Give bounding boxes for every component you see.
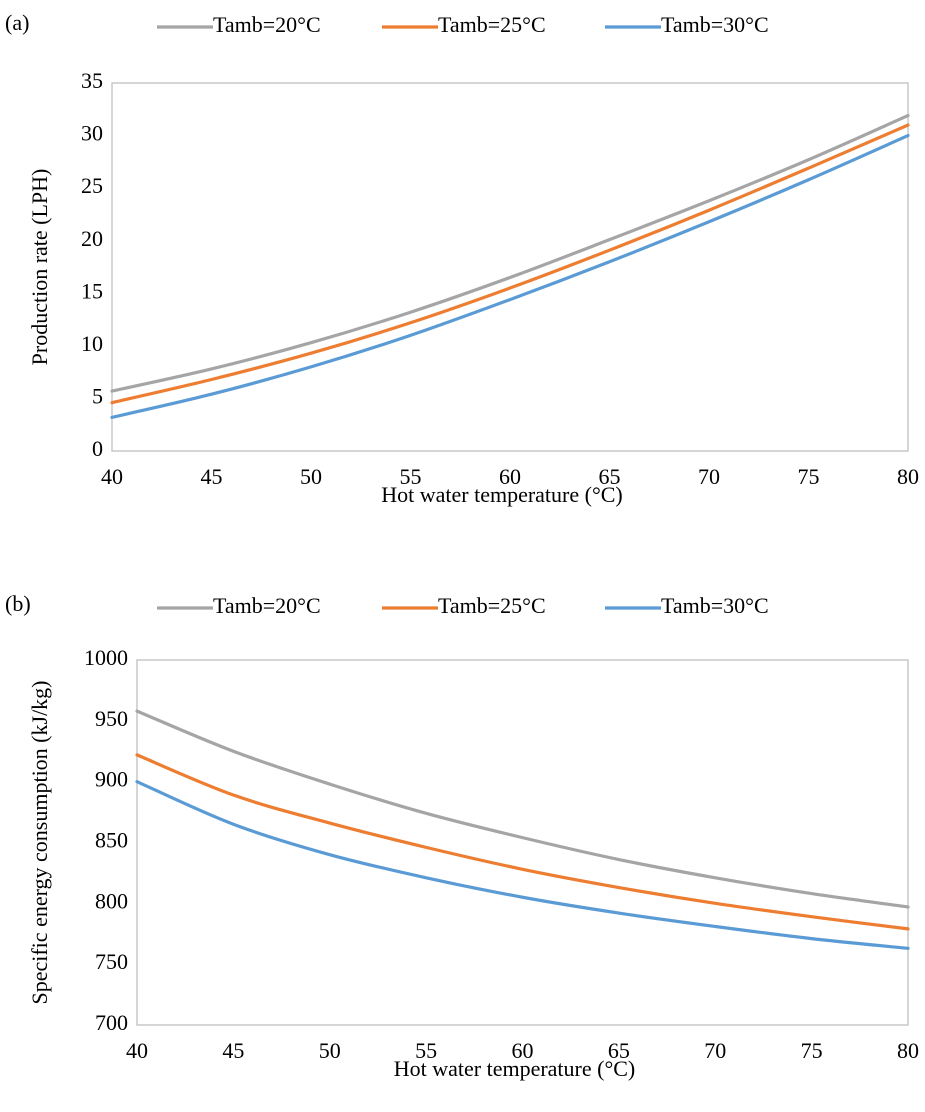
x-tick-label: 60	[512, 1038, 534, 1063]
x-tick-label: 50	[300, 464, 322, 489]
x-tick-label: 50	[319, 1038, 341, 1063]
x-axis-title: Hot water temperature (°C)	[381, 482, 623, 507]
x-tick-label: 80	[897, 464, 919, 489]
series-line-tamb-25-c	[110, 123, 910, 405]
series-line-tamb-30-c	[110, 133, 910, 419]
x-tick-label: 60	[499, 464, 521, 489]
y-tick-label: 700	[95, 1010, 128, 1035]
y-tick-label: 35	[81, 68, 103, 93]
legend-label: Tamb=20°C	[213, 12, 321, 37]
x-tick-label: 65	[608, 1038, 630, 1063]
x-tick-label: 75	[801, 1038, 823, 1063]
y-tick-label: 900	[95, 767, 128, 792]
plot-area-frame	[111, 82, 909, 452]
legend-label: Tamb=30°C	[661, 593, 769, 618]
legend-label: Tamb=25°C	[438, 593, 546, 618]
y-tick-label: 15	[81, 278, 103, 303]
y-tick-label: 800	[95, 888, 128, 913]
y-axis-title: Specific energy consumption (kJ/kg)	[27, 680, 52, 1004]
y-tick-label: 30	[81, 121, 103, 146]
x-tick-label: 45	[222, 1038, 244, 1063]
y-tick-label: 950	[95, 706, 128, 731]
legend-label: Tamb=20°C	[213, 593, 321, 618]
y-tick-label: 25	[81, 173, 103, 198]
plot-area-frame	[136, 659, 909, 1026]
x-axis-title: Hot water temperature (°C)	[394, 1056, 636, 1081]
x-tick-label: 45	[201, 464, 223, 489]
panel-label: (b)	[5, 591, 31, 616]
x-tick-label: 70	[698, 464, 720, 489]
x-tick-label: 55	[400, 464, 422, 489]
y-tick-label: 0	[92, 436, 103, 461]
x-tick-label: 75	[798, 464, 820, 489]
x-tick-label: 80	[897, 1038, 919, 1063]
x-tick-label: 40	[126, 1038, 148, 1063]
series-line-tamb-30-c	[135, 780, 910, 950]
x-tick-label: 70	[704, 1038, 726, 1063]
series-line-tamb-25-c	[135, 753, 910, 931]
y-tick-label: 20	[81, 226, 103, 251]
y-tick-label: 750	[95, 949, 128, 974]
chart-panel-a: (a) 0 5 10 15 20 25 30 35 40 45 50 55 60 65 70 75 80 Hot w…	[5, 10, 919, 507]
x-tick-label: 55	[415, 1038, 437, 1063]
x-tick-label: 65	[599, 464, 621, 489]
y-tick-label: 10	[81, 331, 103, 356]
y-axis-title: Production rate (LPH)	[27, 169, 52, 366]
y-tick-label: 5	[92, 383, 103, 408]
chart-panel-b: (b) 700 750 800 850 900 950 1000 40 45 50 55 60 65 70 7…	[5, 591, 919, 1081]
legend-label: Tamb=30°C	[661, 12, 769, 37]
y-tick-label: 1000	[84, 645, 128, 670]
panel-label: (a)	[5, 10, 29, 35]
y-tick-label: 850	[95, 828, 128, 853]
x-tick-label: 40	[101, 464, 123, 489]
series-line-tamb-20-c	[135, 709, 910, 909]
series-line-tamb-20-c	[110, 113, 910, 393]
legend-label: Tamb=25°C	[438, 12, 546, 37]
